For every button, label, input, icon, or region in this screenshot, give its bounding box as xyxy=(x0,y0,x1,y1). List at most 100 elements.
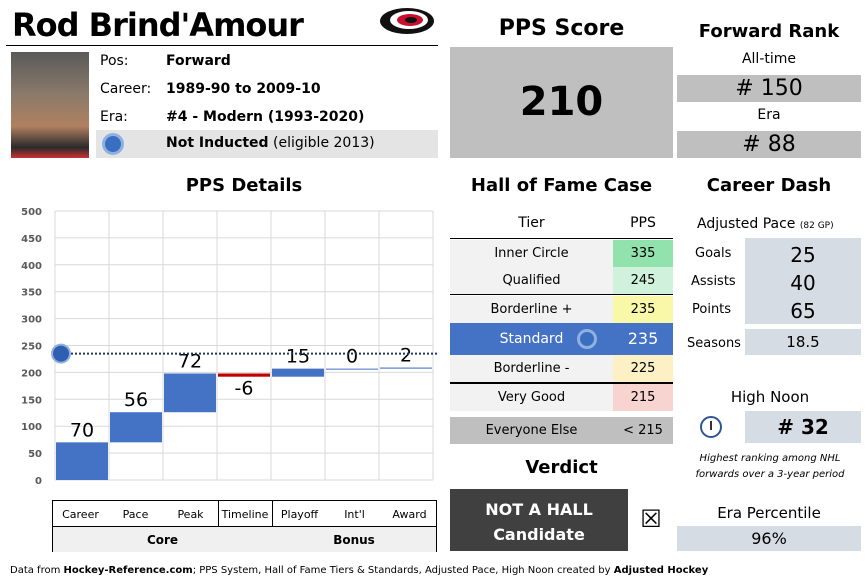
tier-row: Qualified 245 xyxy=(450,267,673,294)
hall-of-fame-icon xyxy=(51,343,71,364)
group-core: Core xyxy=(146,533,179,547)
data-label: 0 xyxy=(346,346,358,368)
verdict-box: NOT A HALL Candidate xyxy=(450,489,628,551)
high-noon-title: High Noon xyxy=(730,388,810,406)
bar-pace xyxy=(110,412,162,443)
bar-intl xyxy=(326,368,378,370)
y-tick-label: 150 xyxy=(21,395,42,406)
category-table: Career Pace Peak Timeline Playoff Int'l … xyxy=(52,500,437,552)
y-tick-label: 200 xyxy=(21,368,42,379)
data-label: 72 xyxy=(178,350,202,372)
era-percentile-value: 96% xyxy=(677,526,861,551)
tier-name: Everyone Else xyxy=(485,423,578,438)
career-value: 1989-90 to 2009-10 xyxy=(166,81,321,97)
assists-value: 40 xyxy=(790,271,816,295)
cat-playoff: Playoff xyxy=(280,508,319,521)
footer-credits: Data from Hockey-Reference.com; PPS Syst… xyxy=(10,565,709,576)
cat-intl: Int'l xyxy=(344,508,365,521)
y-tick-label: 300 xyxy=(21,315,42,326)
checkbox-icon: ☒ xyxy=(640,505,662,533)
alltime-rank: # 150 xyxy=(677,75,861,102)
tier-pps: 225 xyxy=(613,355,673,382)
y-tick-label: 250 xyxy=(21,342,42,353)
tier-row: Standard 235 xyxy=(450,323,673,355)
tier-name: Borderline - xyxy=(493,361,570,376)
tier-name: Borderline + xyxy=(490,302,573,317)
pps-header: PPS xyxy=(630,215,656,231)
cat-timeline: Timeline xyxy=(221,508,269,521)
verdict-title: Verdict xyxy=(525,457,598,478)
y-tick-label: 0 xyxy=(35,476,42,487)
y-tick-label: 100 xyxy=(21,422,42,433)
data-label: 56 xyxy=(124,389,148,411)
tier-pps: 245 xyxy=(613,267,673,294)
tier-header: Tier xyxy=(518,215,545,231)
career-dash-title: Career Dash xyxy=(706,175,832,196)
era-percentile-title: Era Percentile xyxy=(717,504,821,522)
era-label: Era: xyxy=(100,109,128,125)
tier-row: Very Good 215 xyxy=(450,384,673,411)
tier-pps: 215 xyxy=(613,384,673,411)
hof-eligible: (eligible 2013) xyxy=(273,135,375,151)
tier-row: Borderline - 225 xyxy=(450,355,673,382)
pace-sub: (82 GP) xyxy=(799,221,834,231)
player-photo xyxy=(11,52,89,158)
high-noon-note: Highest ranking among NHL forwards over … xyxy=(695,453,845,480)
tier-name: Inner Circle xyxy=(494,246,569,261)
bar-timeline xyxy=(218,373,270,377)
goals-value: 25 xyxy=(790,243,816,267)
era-rank: # 88 xyxy=(677,131,861,158)
pos-value: Forward xyxy=(166,53,231,69)
y-tick-label: 500 xyxy=(21,207,42,218)
points-value: 65 xyxy=(790,299,816,323)
hall-of-fame-icon xyxy=(102,133,124,155)
seasons-value: 18.5 xyxy=(745,329,861,355)
bar-career xyxy=(56,442,108,480)
career-label: Career: xyxy=(100,81,152,97)
tier-row: Everyone Else < 215 xyxy=(450,417,673,444)
tier-name: Standard xyxy=(499,331,564,347)
tier-name: Very Good xyxy=(497,390,566,405)
details-title: PPS Details xyxy=(185,175,303,196)
team-logo xyxy=(380,8,434,34)
pos-label: Pos: xyxy=(100,53,129,69)
bar-peak xyxy=(164,373,216,413)
hall-of-fame-icon xyxy=(577,329,597,349)
seasons-label: Seasons xyxy=(687,336,741,351)
y-tick-label: 350 xyxy=(21,288,42,299)
group-bonus: Bonus xyxy=(333,533,375,547)
cat-award: Award xyxy=(392,508,427,521)
tier-pps: 335 xyxy=(613,240,673,267)
alltime-label: All-time xyxy=(741,51,797,67)
era-rank-label: Era xyxy=(757,107,781,123)
y-tick-label: 50 xyxy=(28,449,42,460)
rank-title: Forward Rank xyxy=(698,21,840,42)
tier-name: Qualified xyxy=(502,273,561,288)
verdict-line2: Candidate xyxy=(493,525,585,544)
data-label: 2 xyxy=(400,345,412,367)
tier-pps: 235 xyxy=(613,296,673,323)
bar-playoff xyxy=(272,368,324,377)
points-label: Points xyxy=(692,302,732,317)
tier-row: Inner Circle 335 xyxy=(450,240,673,267)
y-tick-label: 450 xyxy=(21,234,42,245)
tier-pps: < 215 xyxy=(623,423,663,438)
verdict-line1: NOT A HALL xyxy=(485,500,593,519)
era-value: #4 - Modern (1993-2020) xyxy=(166,109,365,125)
tier-row: Borderline + 235 xyxy=(450,296,673,323)
clock-icon xyxy=(700,416,722,438)
pps-title: PPS Score xyxy=(498,16,625,41)
hof-title: Hall of Fame Case xyxy=(470,175,653,196)
high-noon-value: # 32 xyxy=(745,411,861,443)
data-label: 70 xyxy=(70,419,94,441)
hof-status: Not Inducted xyxy=(166,135,269,151)
data-label: 15 xyxy=(286,346,310,368)
divider xyxy=(6,45,438,46)
data-label: -6 xyxy=(235,378,254,400)
pps-score: 210 xyxy=(450,47,673,158)
cat-career: Career xyxy=(62,508,99,521)
bar-award xyxy=(380,367,432,369)
player-name: Rod Brind'Amour xyxy=(12,6,304,44)
cat-pace: Pace xyxy=(122,508,149,521)
pace-title: Adjusted Pace xyxy=(697,216,796,232)
